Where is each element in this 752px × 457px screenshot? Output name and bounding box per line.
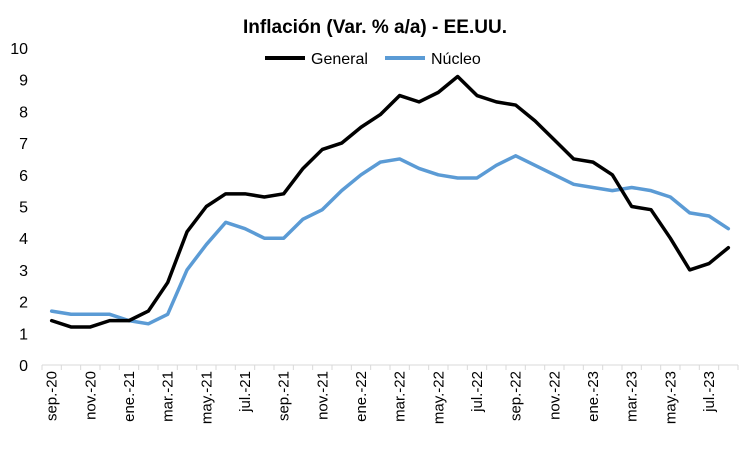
x-tick-label: nov.-21 [314,371,331,420]
y-tick-label: 9 [19,73,28,90]
x-tick-label: mar.-21 [160,371,177,422]
y-tick-label: 0 [19,358,28,375]
y-axis: 0 1 2 3 4 5 6 7 8 9 10 [10,41,28,375]
x-tick-label: sep.-22 [508,371,525,421]
legend: General Núcleo [265,51,481,68]
x-tick-label: nov.-22 [546,371,563,420]
y-tick-label: 2 [19,295,28,312]
x-tick-label: nov.-20 [82,371,99,420]
y-tick-label: 1 [19,326,28,343]
legend-label-nucleo: Núcleo [431,51,481,68]
x-tick-label: sep.-20 [44,371,61,421]
y-tick-label: 10 [10,41,28,58]
x-tick-label: ene.-21 [121,371,138,422]
x-tick-label: jul.-21 [237,371,254,413]
x-tick-label: may.-21 [198,371,215,424]
x-tick-label: may.-22 [430,371,447,424]
x-tick-label: ene.-23 [585,371,602,422]
y-tick-label: 8 [19,104,28,121]
y-tick-label: 7 [19,136,28,153]
x-tick-label: may.-23 [662,371,679,424]
chart-title: Inflación (Var. % a/a) - EE.UU. [243,17,507,38]
series-line-nucleo [49,154,731,326]
x-tick-label: jul.-22 [469,371,486,413]
x-tick-label: mar.-22 [392,371,409,422]
y-tick-label: 4 [19,231,28,248]
series-line-general [49,74,731,329]
y-tick-label: 5 [19,200,28,217]
series-layer [49,74,731,329]
y-tick-label: 6 [19,168,28,185]
x-tick-label: jul.-23 [701,371,718,413]
x-tick-label: mar.-23 [624,371,641,422]
x-tick-label: ene.-22 [353,371,370,422]
x-axis: sep.-20 nov.-20 ene.-21 mar.-21 may.-21 jul.-… [41,364,739,424]
y-tick-label: 3 [19,263,28,280]
legend-label-general: General [311,51,368,68]
x-tick-label: sep.-21 [276,371,293,421]
